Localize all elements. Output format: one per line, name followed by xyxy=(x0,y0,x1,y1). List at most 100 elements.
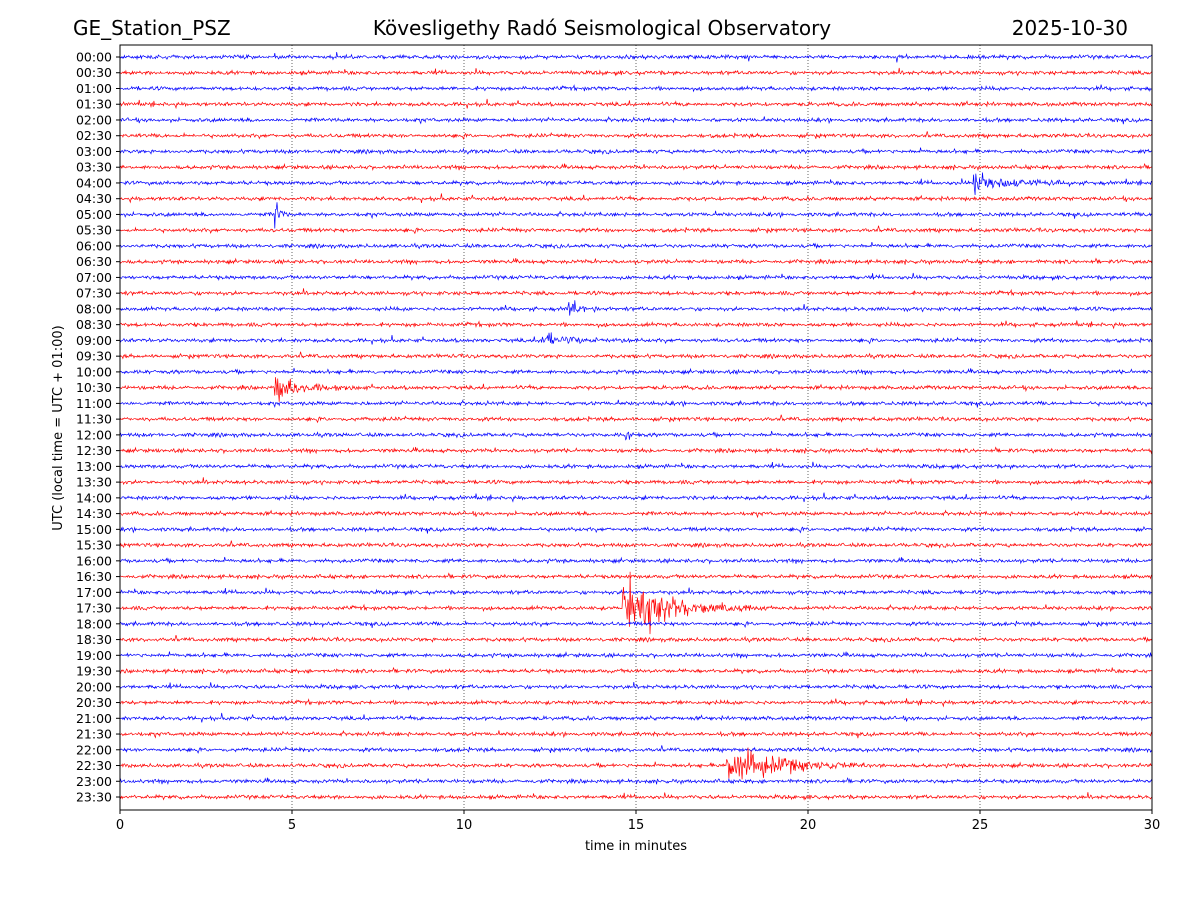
y-tick-label: 05:30 xyxy=(76,223,112,238)
y-tick-label: 04:30 xyxy=(76,191,112,206)
y-tick-label: 03:30 xyxy=(76,160,112,175)
trace-1600 xyxy=(119,556,1153,565)
grid-lines xyxy=(291,45,981,810)
y-tick-label: 20:30 xyxy=(76,695,112,710)
x-tick-label: 0 xyxy=(116,818,124,833)
trace-0030 xyxy=(119,67,1153,77)
y-tick-label: 06:00 xyxy=(76,238,112,253)
trace-1130 xyxy=(119,414,1153,424)
y-tick-label: 20:00 xyxy=(76,679,112,694)
y-tick-label: 07:00 xyxy=(76,270,112,285)
trace-1630 xyxy=(119,572,1153,581)
trace-0600 xyxy=(119,242,1153,250)
trace-0730 xyxy=(119,288,1153,297)
chart-title: Kövesligethy Radó Seismological Observat… xyxy=(373,16,831,40)
trace-0230 xyxy=(119,131,1153,140)
trace-0830 xyxy=(119,320,1153,330)
trace-1830 xyxy=(119,635,1153,644)
x-tick-label: 10 xyxy=(456,818,473,833)
y-tick-label: 03:00 xyxy=(76,144,112,159)
trace-0930 xyxy=(119,351,1153,360)
y-tick-label: 22:00 xyxy=(76,742,112,757)
y-tick-label: 01:30 xyxy=(76,97,112,112)
y-axis-label: UTC (local time = UTC + 01:00) xyxy=(51,325,66,530)
trace-0100 xyxy=(119,84,1153,93)
trace-2000 xyxy=(119,681,1153,691)
trace-2100 xyxy=(120,712,1153,723)
y-tick-label: 14:30 xyxy=(76,506,112,521)
trace-2200 xyxy=(119,745,1153,754)
trace-1930 xyxy=(119,666,1153,675)
y-tick-label: 05:00 xyxy=(76,207,112,222)
y-tick-label: 12:00 xyxy=(76,427,112,442)
y-tick-label: 01:00 xyxy=(76,81,112,96)
trace-1700 xyxy=(119,587,1153,597)
y-tick-label: 21:30 xyxy=(76,727,112,742)
trace-0900 xyxy=(119,332,1153,345)
trace-2030 xyxy=(119,698,1153,708)
y-tick-label: 00:00 xyxy=(76,50,112,65)
traces xyxy=(119,51,1153,801)
trace-2330 xyxy=(119,792,1153,801)
y-tick-label: 10:00 xyxy=(76,364,112,379)
y-tick-label: 13:00 xyxy=(76,459,112,474)
x-tick-label: 20 xyxy=(800,818,817,833)
trace-0800 xyxy=(119,300,1153,316)
station-title: GE_Station_PSZ xyxy=(73,16,231,40)
trace-1330 xyxy=(119,477,1153,486)
trace-0500 xyxy=(119,202,1153,229)
y-tick-label: 17:00 xyxy=(76,585,112,600)
trace-0200 xyxy=(119,115,1153,125)
y-tick-label: 08:00 xyxy=(76,301,112,316)
x-axis: 0 5 10 15 20 25 30 xyxy=(116,810,1160,833)
trace-1000 xyxy=(119,367,1153,376)
y-tick-label: 12:30 xyxy=(76,443,112,458)
y-tick-label: 09:30 xyxy=(76,349,112,364)
x-tick-label: 15 xyxy=(628,818,645,833)
trace-0000 xyxy=(120,51,1153,63)
trace-2130 xyxy=(119,730,1153,739)
y-tick-label: 06:30 xyxy=(76,254,112,269)
x-tick-label: 30 xyxy=(1144,818,1161,833)
trace-1730 xyxy=(119,571,1153,635)
x-axis-label: time in minutes xyxy=(585,839,687,854)
y-tick-label: 23:30 xyxy=(76,790,112,805)
y-tick-label: 21:00 xyxy=(76,711,112,726)
trace-0530 xyxy=(119,225,1153,235)
trace-1430 xyxy=(119,509,1153,519)
y-tick-label: 15:00 xyxy=(76,522,112,537)
y-tick-label: 14:00 xyxy=(76,490,112,505)
trace-1300 xyxy=(119,461,1153,471)
y-tick-label: 23:00 xyxy=(76,774,112,789)
trace-1200 xyxy=(119,430,1153,441)
y-tick-label: 04:00 xyxy=(76,175,112,190)
y-tick-label: 11:00 xyxy=(76,396,112,411)
trace-1800 xyxy=(119,620,1153,629)
y-tick-label: 18:30 xyxy=(76,632,112,647)
trace-2230 xyxy=(119,747,1153,780)
trace-2300 xyxy=(119,777,1153,786)
y-tick-label: 11:30 xyxy=(76,412,112,427)
trace-1500 xyxy=(119,525,1153,534)
trace-0700 xyxy=(119,272,1153,282)
date-title: 2025-10-30 xyxy=(1012,16,1128,40)
y-tick-label: 19:30 xyxy=(76,664,112,679)
y-tick-label: 08:30 xyxy=(76,317,112,332)
y-tick-label: 10:30 xyxy=(76,380,112,395)
trace-1030 xyxy=(119,377,1153,402)
trace-0330 xyxy=(119,163,1153,172)
trace-1530 xyxy=(119,540,1153,549)
y-tick-label: 22:30 xyxy=(76,758,112,773)
y-tick-label: 19:00 xyxy=(76,648,112,663)
y-tick-label: 15:30 xyxy=(76,538,112,553)
x-tick-label: 25 xyxy=(972,818,989,833)
y-tick-label: 02:30 xyxy=(76,128,112,143)
y-tick-label: 07:30 xyxy=(76,286,112,301)
y-tick-label: 13:30 xyxy=(76,475,112,490)
y-tick-label: 18:00 xyxy=(76,616,112,631)
trace-0430 xyxy=(119,193,1153,204)
trace-1230 xyxy=(119,446,1153,455)
trace-0300 xyxy=(119,147,1153,156)
y-tick-label: 17:30 xyxy=(76,601,112,616)
